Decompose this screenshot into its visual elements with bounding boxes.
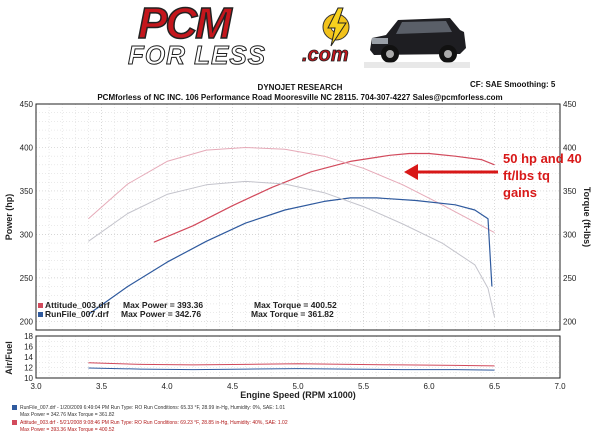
y-tick-label-air-fuel: 18 xyxy=(24,332,33,341)
annotation-line-3: gains xyxy=(503,185,537,200)
main-plot-frame xyxy=(35,103,561,331)
y-tick-label-air-fuel: 10 xyxy=(24,374,33,383)
x-tick-label: 5.5 xyxy=(358,382,370,391)
main-series-group xyxy=(88,147,495,318)
legend-attitude-max-power: Max Power = 393.36 xyxy=(123,300,203,310)
y-tick-label-torque: 250 xyxy=(563,274,577,283)
truck-photo xyxy=(364,18,470,68)
y-tick-label-torque: 400 xyxy=(563,143,577,152)
logo-forless-text: FOR LESS xyxy=(127,40,267,70)
y-axis-label-torque: Torque (ft-lbs) xyxy=(582,187,592,247)
x-tick-label: 3.0 xyxy=(30,382,42,391)
x-tick-label: 5.0 xyxy=(292,382,304,391)
y-tick-label-air-fuel: 16 xyxy=(24,343,33,352)
series-line-torque-3 xyxy=(88,180,495,318)
footer-attitude-run-info: Attitude_003.drf - 5/21/2008 9:08:46 PM … xyxy=(20,420,288,426)
y-tick-label-power: 400 xyxy=(20,143,34,152)
air-fuel-grid xyxy=(36,335,560,379)
footer-swatch-attitude xyxy=(12,420,17,425)
annotation-line-1: 50 hp and 40 xyxy=(503,151,582,166)
y-tick-label-power: 450 xyxy=(20,100,34,109)
footer-stock-max: Max Power = 342.76 Max Torque = 361.82 xyxy=(20,412,115,418)
series-line-torque-1 xyxy=(88,147,495,234)
footer-attitude-max: Max Power = 393.36 Max Torque = 400.52 xyxy=(20,427,115,433)
legend-swatch-stock xyxy=(38,312,43,317)
x-tick-label: 6.5 xyxy=(489,382,501,391)
logo-com-text: .com xyxy=(302,44,349,67)
y-tick-label-power: 200 xyxy=(20,317,34,326)
y-tick-label-power: 350 xyxy=(20,187,34,196)
air-fuel-plot-frame xyxy=(35,335,561,379)
legend-swatch-attitude xyxy=(38,303,43,308)
footer-swatch-stock xyxy=(12,405,17,410)
y-tick-label-air-fuel: 14 xyxy=(24,353,33,362)
air-fuel-series-group xyxy=(88,362,495,371)
x-tick-label: 4.5 xyxy=(227,382,239,391)
legend-stock-max-power: Max Power = 342.76 xyxy=(121,309,201,319)
main-grid xyxy=(36,104,560,330)
legend-attitude-max-torque: Max Torque = 400.52 xyxy=(254,300,337,310)
y-tick-label-air-fuel: 12 xyxy=(24,364,33,373)
shop-address: PCMforless of NC INC. 106 Performance Ro… xyxy=(97,93,503,102)
y-tick-label-torque: 350 xyxy=(563,187,577,196)
y-axis-label-power: Power (hp) xyxy=(4,194,14,241)
series-line-power-2 xyxy=(88,197,493,315)
y-tick-label-torque: 300 xyxy=(563,230,577,239)
y-tick-label-power: 300 xyxy=(20,230,34,239)
annotation-line-2: ft/lbs tq xyxy=(503,168,550,183)
legend-stock-max-torque: Max Torque = 361.82 xyxy=(251,309,334,319)
footer-stock-run-info: RunFile_007.drf - 1/20/2009 6:49:04 PM R… xyxy=(20,405,285,411)
correction-factor-label: CF: SAE Smoothing: 5 xyxy=(470,80,556,89)
x-tick-label: 7.0 xyxy=(554,382,566,391)
x-tick-label: 4.0 xyxy=(161,382,173,391)
lightning-gear-icon xyxy=(322,7,350,47)
af-series-line-1 xyxy=(88,367,495,371)
y-axis-label-air-fuel: Air/Fuel xyxy=(4,341,14,375)
legend-attitude-file: Attitude_003.drf xyxy=(45,300,110,310)
tick-labels: 3.0 3.5 4.0 4.5 5.0 5.5 6.0 6.5 7.0 200 200 250 250 3… xyxy=(20,100,577,391)
series-line-power-0 xyxy=(153,152,495,243)
x-tick-label: 3.5 xyxy=(96,382,108,391)
y-tick-label-power: 250 xyxy=(20,274,34,283)
x-axis-label: Engine Speed (RPM x1000) xyxy=(240,390,356,400)
af-series-line-0 xyxy=(88,362,495,367)
annotation-arrow-head xyxy=(404,164,418,180)
x-tick-label: 6.0 xyxy=(423,382,435,391)
y-tick-label-torque: 200 xyxy=(563,317,577,326)
logo-pcm-text: PCM xyxy=(137,0,232,48)
legend-stock-file: RunFile_007.drf xyxy=(45,309,109,319)
dynojet-title: DYNOJET RESEARCH xyxy=(257,83,343,92)
y-tick-label-torque: 450 xyxy=(563,100,577,109)
